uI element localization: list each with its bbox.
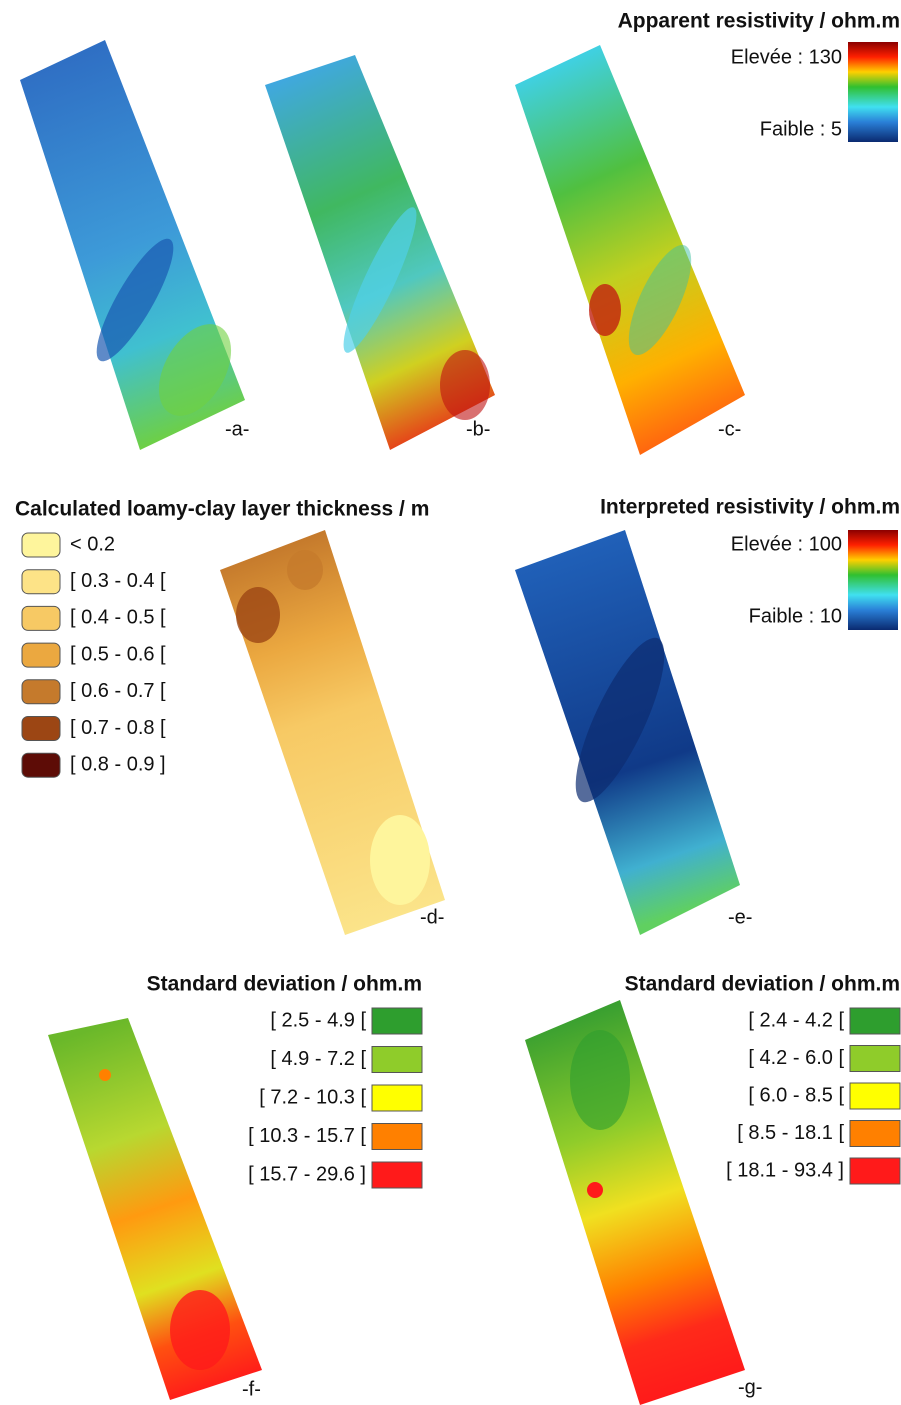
legend-swatch — [372, 1085, 422, 1111]
legend-swatch — [22, 570, 60, 594]
figure: Apparent resistivity / ohm.m Elevée : 13… — [0, 0, 901, 1405]
panel-label: -a- — [225, 418, 249, 440]
legend-label: [ 8.5 - 18.1 [ — [737, 1122, 844, 1144]
legend-label: [ 4.2 - 6.0 [ — [748, 1047, 844, 1069]
legend-title: Standard deviation / ohm.m — [147, 973, 422, 996]
scale-high: Elevée : 100 — [731, 533, 842, 555]
panel-label: -f- — [242, 1378, 261, 1400]
legend-swatch — [22, 753, 60, 777]
legend-title: Interpreted resistivity / ohm.m — [600, 496, 900, 519]
scale-high: Elevée : 130 — [731, 46, 842, 68]
legend-label: [ 2.5 - 4.9 [ — [270, 1009, 366, 1031]
legend-title: Calculated loamy-clay layer thickness / … — [15, 498, 429, 521]
panel-label: -d- — [420, 906, 444, 928]
legend-swatch — [372, 1162, 422, 1188]
legend-swatch — [850, 1158, 900, 1184]
legend-swatch — [372, 1047, 422, 1073]
legend-swatch — [850, 1046, 900, 1072]
panel-label: -g- — [738, 1376, 762, 1398]
legend-swatch — [22, 643, 60, 667]
legend-swatch — [22, 606, 60, 630]
map-g — [525, 1000, 745, 1405]
legend-label: [ 0.8 - 0.9 ] — [70, 753, 166, 775]
map-a — [20, 40, 246, 450]
legend-label: < 0.2 — [70, 533, 115, 555]
legend-swatch — [850, 1121, 900, 1147]
map-e — [515, 530, 740, 935]
map-f — [48, 1018, 262, 1400]
legend-label: [ 7.2 - 10.3 [ — [259, 1086, 366, 1108]
color-scale — [848, 530, 898, 630]
map-c — [515, 45, 745, 455]
legend-label: [ 0.3 - 0.4 [ — [70, 570, 166, 592]
legend-label: [ 6.0 - 8.5 [ — [748, 1084, 844, 1106]
panel-label: -e- — [728, 906, 752, 928]
legend-title: Standard deviation / ohm.m — [625, 973, 900, 996]
legend-label: [ 4.9 - 7.2 [ — [270, 1048, 366, 1070]
panel-label: -b- — [466, 418, 490, 440]
scale-low: Faible : 10 — [749, 605, 842, 627]
legend-label: [ 15.7 - 29.6 ] — [248, 1163, 366, 1185]
map-b — [265, 55, 495, 450]
color-scale — [848, 42, 898, 142]
legend-title: Apparent resistivity / ohm.m — [618, 10, 900, 33]
legend-swatch — [850, 1008, 900, 1034]
legend-label: [ 2.4 - 4.2 [ — [748, 1009, 844, 1031]
legend-label: [ 10.3 - 15.7 [ — [248, 1125, 366, 1147]
legend-swatch — [372, 1008, 422, 1034]
legend-label: [ 0.6 - 0.7 [ — [70, 680, 166, 702]
legend-swatch — [22, 717, 60, 741]
legend-swatch — [22, 533, 60, 557]
legend-label: [ 0.5 - 0.6 [ — [70, 643, 166, 665]
legend-label: [ 0.7 - 0.8 [ — [70, 717, 166, 739]
legend-swatch — [372, 1124, 422, 1150]
panel-label: -c- — [718, 418, 741, 440]
map-d — [220, 530, 445, 935]
legend-swatch — [22, 680, 60, 704]
scale-low: Faible : 5 — [760, 118, 842, 140]
legend-swatch — [850, 1083, 900, 1109]
legend-label: [ 18.1 - 93.4 ] — [726, 1159, 844, 1181]
legend-label: [ 0.4 - 0.5 [ — [70, 607, 166, 629]
